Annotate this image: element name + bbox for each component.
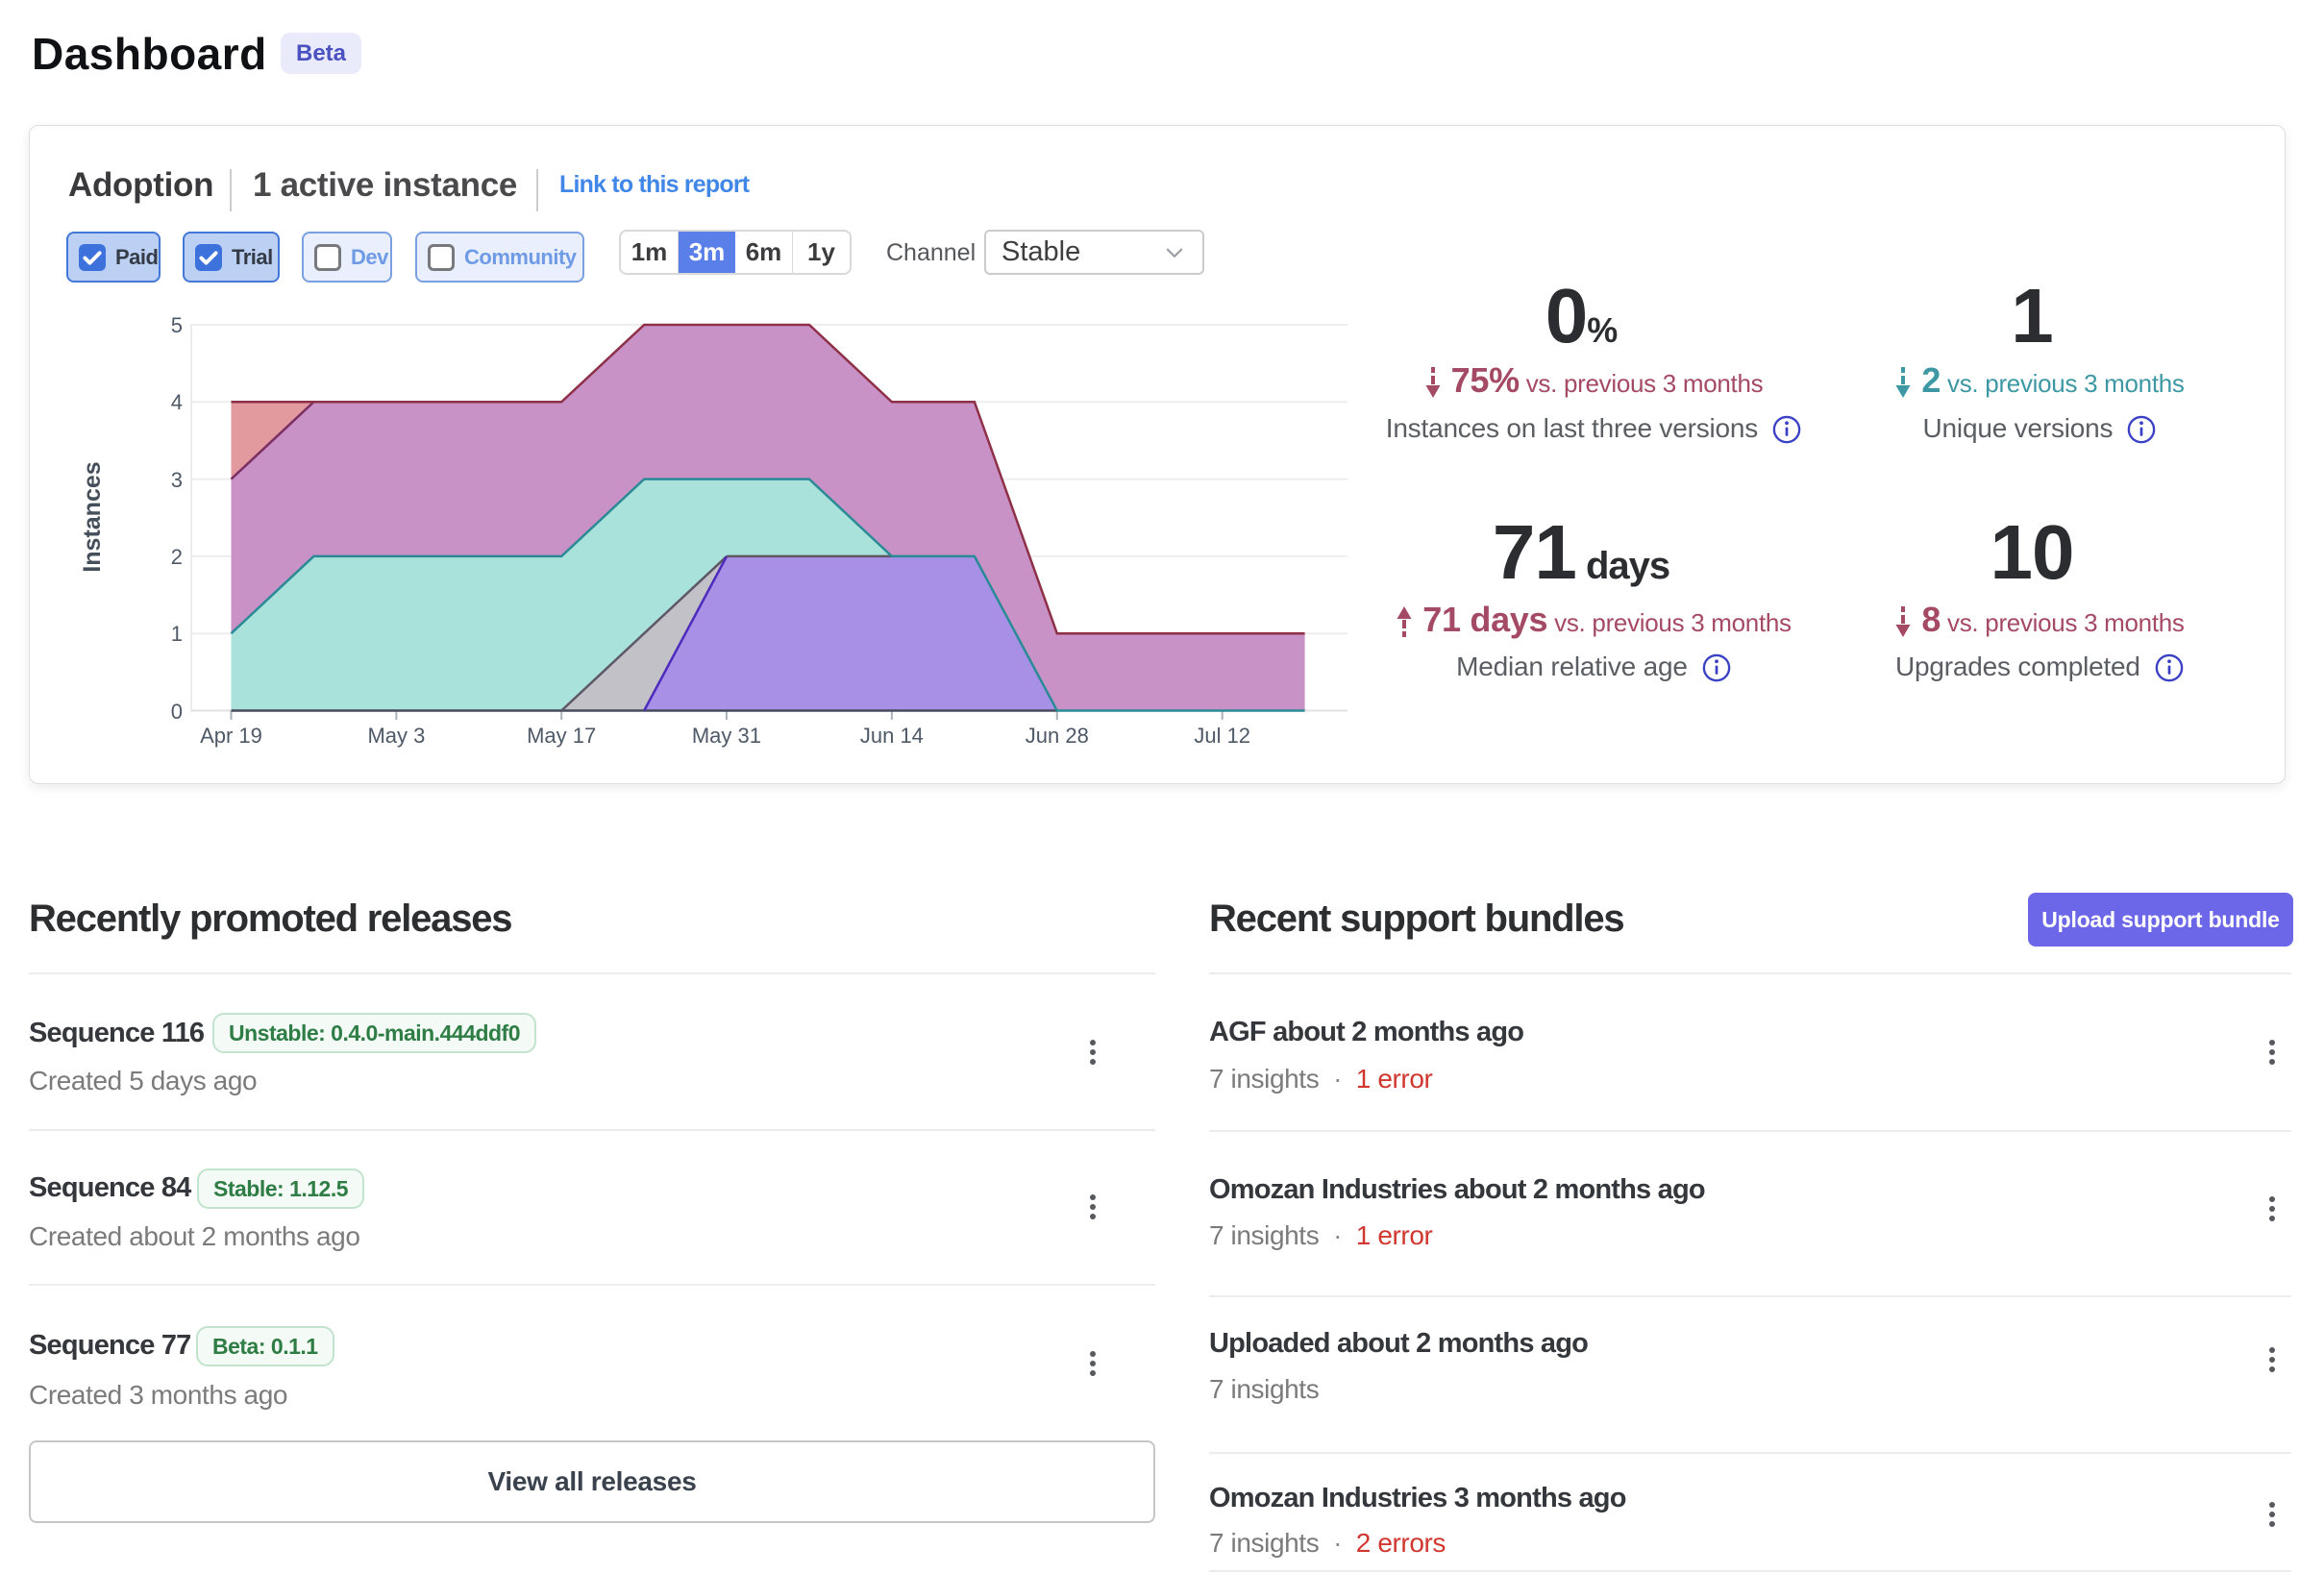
svg-text:Apr 19: Apr 19 <box>200 724 262 748</box>
svg-text:3: 3 <box>171 468 183 492</box>
svg-text:Jul 12: Jul 12 <box>1194 724 1250 748</box>
svg-text:Instances: Instances <box>79 461 106 572</box>
svg-text:1: 1 <box>171 622 183 646</box>
svg-text:0: 0 <box>171 700 183 724</box>
svg-text:2: 2 <box>171 545 183 569</box>
svg-text:May 3: May 3 <box>367 724 425 748</box>
svg-text:Jun 14: Jun 14 <box>860 724 924 748</box>
svg-text:May 17: May 17 <box>527 724 596 748</box>
svg-text:Jun 28: Jun 28 <box>1026 724 1089 748</box>
svg-text:5: 5 <box>171 313 183 337</box>
svg-text:May 31: May 31 <box>692 724 761 748</box>
svg-text:4: 4 <box>171 390 183 414</box>
